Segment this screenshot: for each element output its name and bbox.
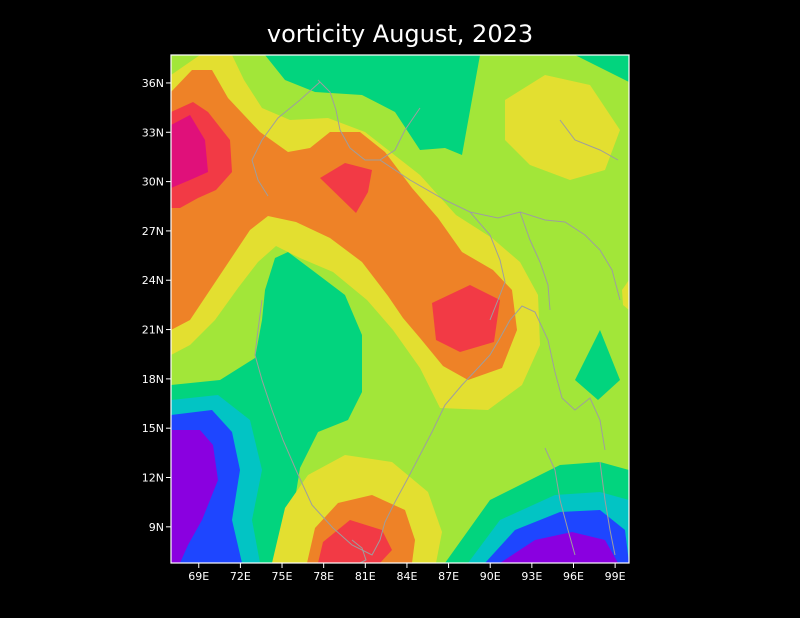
y-tick-label-24N: 24N <box>142 274 164 287</box>
y-tick-label-12N: 12N <box>142 472 164 485</box>
contour-red-north-india <box>320 163 372 213</box>
plot-frame <box>170 54 630 564</box>
x-tick-label-96E: 96E <box>563 570 584 583</box>
burma-border <box>519 211 551 311</box>
contour-green-burma <box>575 330 620 400</box>
tibet-lake <box>559 119 619 161</box>
x-tick-label-84E: 84E <box>396 570 417 583</box>
x-tick-label-81E: 81E <box>355 570 376 583</box>
x-tick-label-72E: 72E <box>230 570 251 583</box>
contour-violet-southeast <box>500 532 618 563</box>
coastline-layer <box>251 79 621 563</box>
y-tick-label-30N: 30N <box>142 176 164 189</box>
x-tick-label-87E: 87E <box>438 570 459 583</box>
y-tick-label-21N: 21N <box>142 324 164 337</box>
x-tick-label-93E: 93E <box>521 570 542 583</box>
contour-orange-band <box>171 70 517 380</box>
contour-magenta-northwest-max <box>171 115 208 188</box>
x-axis: 69E 72E 75E 78E 81E 84E 87E 90E 93E 96E 99E <box>188 563 626 583</box>
chart-title: vorticity August, 2023 <box>267 20 533 48</box>
bangladesh-border <box>469 211 506 321</box>
y-axis: 36N 33N 30N 27N 24N 21N 18N 15N 12N 9N <box>142 77 171 534</box>
andaman-islands <box>544 447 576 556</box>
y-tick-label-33N: 33N <box>142 126 164 139</box>
contour-red-bay-of-bengal <box>432 285 500 352</box>
x-tick-label-78E: 78E <box>313 570 334 583</box>
x-tick-label-69E: 69E <box>188 570 209 583</box>
pakistan-border <box>251 81 321 197</box>
india-coastline <box>254 299 606 556</box>
x-tick-label-75E: 75E <box>272 570 293 583</box>
plot-area <box>171 55 629 563</box>
sri-lanka-outline <box>351 539 367 563</box>
contour-yellow-tibet-high <box>505 75 620 180</box>
north-border <box>317 79 421 161</box>
contour-green-north <box>171 55 480 155</box>
y-tick-label-36N: 36N <box>142 77 164 90</box>
y-tick-label-27N: 27N <box>142 225 164 238</box>
x-tick-label-99E: 99E <box>605 570 626 583</box>
himalaya-border <box>379 159 621 301</box>
contour-green-northeast <box>575 55 629 82</box>
x-tick-label-90E: 90E <box>480 570 501 583</box>
y-tick-label-9N: 9N <box>149 521 164 534</box>
malay-coast <box>599 461 616 556</box>
y-tick-label-15N: 15N <box>142 422 164 435</box>
contour-violet-arabian-sea <box>171 430 218 563</box>
y-tick-label-18N: 18N <box>142 373 164 386</box>
contour-yellow-east-edge <box>622 280 629 310</box>
